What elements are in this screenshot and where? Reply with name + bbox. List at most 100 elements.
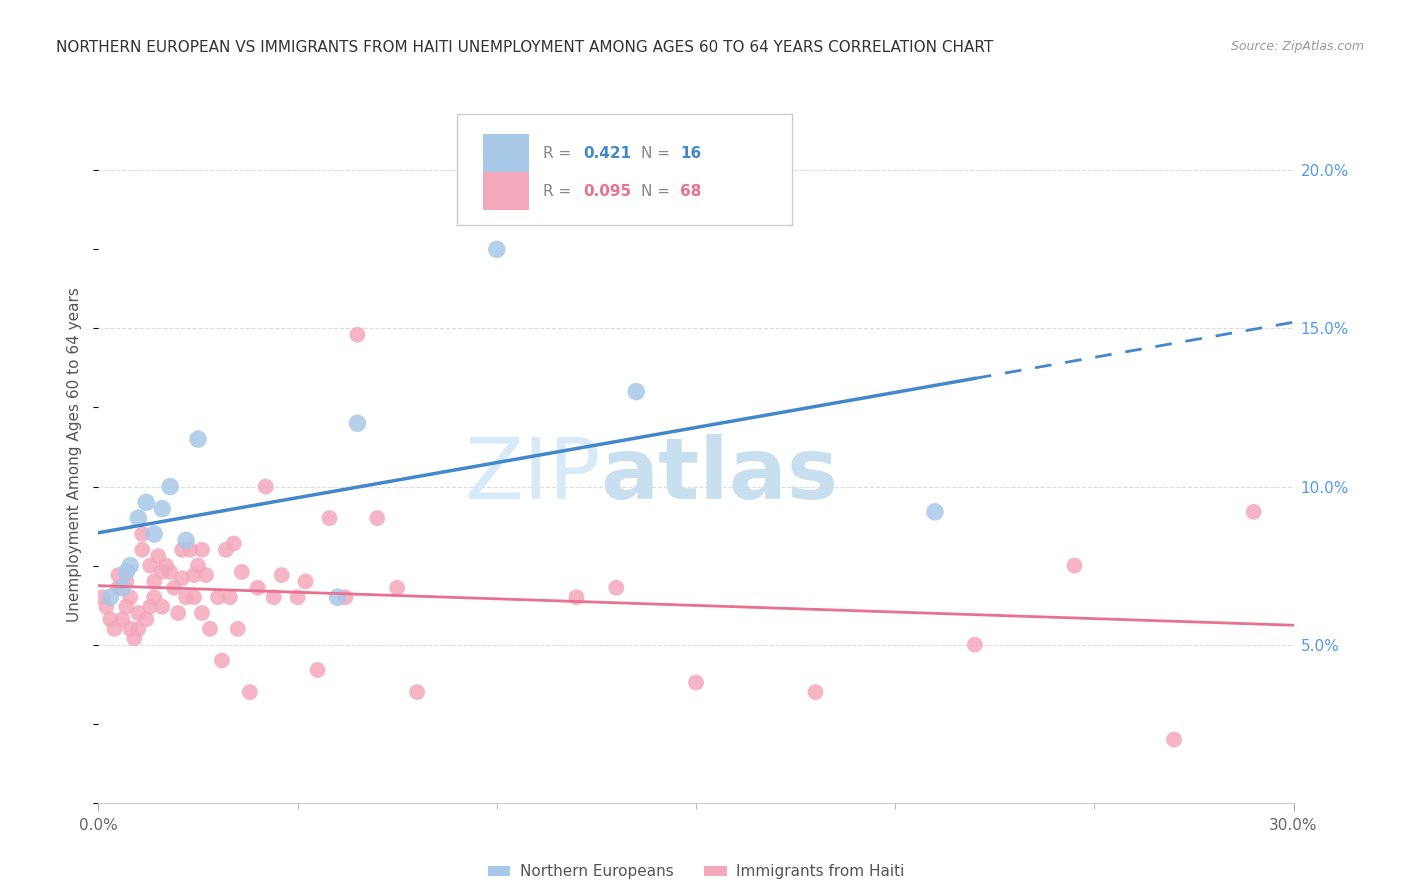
Point xyxy=(120,558,142,573)
Point xyxy=(127,511,149,525)
Point xyxy=(366,511,388,525)
Point xyxy=(150,501,173,516)
Point xyxy=(163,581,186,595)
Point xyxy=(135,495,157,509)
Point xyxy=(626,384,648,399)
Text: R =: R = xyxy=(543,145,576,161)
Point xyxy=(103,622,125,636)
Point xyxy=(1163,732,1185,747)
Legend: Northern Europeans, Immigrants from Haiti: Northern Europeans, Immigrants from Hait… xyxy=(481,858,911,886)
Point xyxy=(115,599,138,614)
Point xyxy=(124,632,146,646)
Point xyxy=(139,599,162,614)
Point xyxy=(120,591,142,605)
Point xyxy=(804,685,827,699)
Point xyxy=(148,549,170,563)
Text: atlas: atlas xyxy=(600,434,838,517)
Point xyxy=(143,574,166,589)
Point xyxy=(924,505,946,519)
Point xyxy=(179,542,201,557)
Point xyxy=(211,653,233,667)
Point xyxy=(335,591,357,605)
Text: 68: 68 xyxy=(681,184,702,199)
Point xyxy=(155,558,177,573)
Point xyxy=(685,675,707,690)
Point xyxy=(191,606,214,620)
Point xyxy=(183,591,205,605)
FancyBboxPatch shape xyxy=(457,114,792,226)
Point xyxy=(172,542,194,557)
Point xyxy=(406,685,429,699)
Text: ZIP: ZIP xyxy=(464,434,600,517)
Point xyxy=(107,581,129,595)
Point xyxy=(565,591,588,605)
Point xyxy=(143,591,166,605)
Point xyxy=(150,565,173,579)
Point xyxy=(91,591,114,605)
Point xyxy=(318,511,340,525)
Point xyxy=(115,565,138,579)
Point xyxy=(222,536,245,550)
Point xyxy=(115,574,138,589)
Text: N =: N = xyxy=(641,145,675,161)
Point xyxy=(187,432,209,446)
Point xyxy=(107,568,129,582)
Point xyxy=(307,663,329,677)
Point xyxy=(131,527,153,541)
Point xyxy=(294,574,316,589)
Point xyxy=(159,565,181,579)
Text: NORTHERN EUROPEAN VS IMMIGRANTS FROM HAITI UNEMPLOYMENT AMONG AGES 60 TO 64 YEAR: NORTHERN EUROPEAN VS IMMIGRANTS FROM HAI… xyxy=(56,40,994,55)
Text: Source: ZipAtlas.com: Source: ZipAtlas.com xyxy=(1230,40,1364,54)
Point xyxy=(346,417,368,431)
Point xyxy=(100,612,122,626)
Point xyxy=(174,533,197,548)
Point xyxy=(139,558,162,573)
Point xyxy=(127,622,149,636)
Point xyxy=(159,479,181,493)
Point xyxy=(1243,505,1265,519)
Point xyxy=(231,565,253,579)
Bar xyxy=(484,172,529,211)
Point xyxy=(239,685,262,699)
Point xyxy=(172,571,194,585)
Point xyxy=(100,591,122,605)
Point xyxy=(219,591,242,605)
Point xyxy=(287,591,309,605)
Point xyxy=(127,606,149,620)
Text: 16: 16 xyxy=(681,145,702,161)
Point xyxy=(270,568,292,582)
Point xyxy=(963,638,986,652)
Text: R =: R = xyxy=(543,184,576,199)
Point xyxy=(187,558,209,573)
Point xyxy=(131,542,153,557)
Point xyxy=(263,591,285,605)
Point xyxy=(174,591,197,605)
Point xyxy=(167,606,190,620)
Point xyxy=(605,581,627,595)
Point xyxy=(198,622,221,636)
Point xyxy=(1063,558,1085,573)
Point xyxy=(135,612,157,626)
Text: 0.095: 0.095 xyxy=(583,184,631,199)
Point xyxy=(195,568,218,582)
Text: 0.421: 0.421 xyxy=(583,145,631,161)
Point xyxy=(246,581,269,595)
Point xyxy=(111,612,134,626)
Point xyxy=(385,581,409,595)
Point xyxy=(150,599,173,614)
Point xyxy=(120,622,142,636)
Point xyxy=(254,479,277,493)
Point xyxy=(207,591,229,605)
Point xyxy=(191,542,214,557)
Bar xyxy=(484,134,529,172)
Point xyxy=(485,243,508,257)
Point xyxy=(143,527,166,541)
Point xyxy=(226,622,249,636)
Point xyxy=(183,568,205,582)
Point xyxy=(96,599,118,614)
Text: N =: N = xyxy=(641,184,675,199)
Point xyxy=(346,327,368,342)
Y-axis label: Unemployment Among Ages 60 to 64 years: Unemployment Among Ages 60 to 64 years xyxy=(67,287,83,623)
Point xyxy=(111,581,134,595)
Point xyxy=(215,542,238,557)
